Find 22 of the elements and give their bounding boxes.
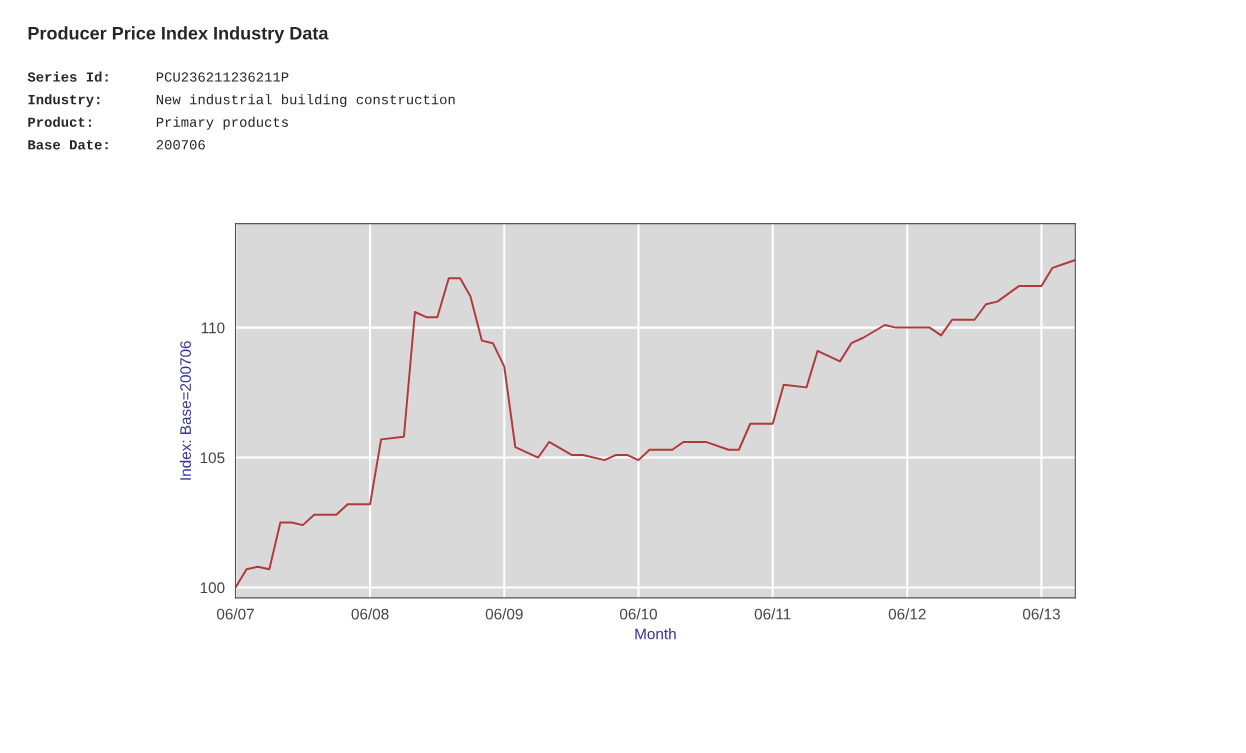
x-tick-label: 06/09	[485, 608, 523, 620]
y-tick-label: 105	[200, 452, 225, 464]
x-axis-title: Month	[635, 628, 676, 640]
text: Industry:	[28, 94, 100, 108]
text: Base Date:	[28, 140, 108, 150]
x-tick-label: 06/13	[1022, 608, 1060, 620]
text: Series Id:	[27, 71, 108, 82]
chart-title: Producer Price Index Industry Data	[28, 26, 329, 44]
y-axis-title: Index: Base=200706	[179, 341, 192, 480]
text: Primary products	[156, 116, 288, 130]
x-tick-label: 06/11	[754, 608, 791, 620]
x-tick-label: 06/07	[216, 608, 254, 620]
x-tick-label: 06/08	[351, 608, 389, 620]
text: New industrial building construction	[156, 94, 455, 108]
text: PCU236211236211P	[156, 72, 289, 82]
text: Product:	[28, 116, 91, 127]
text: 200706	[156, 140, 205, 150]
line-series	[235, 259, 1076, 589]
x-tick-label: 06/10	[619, 608, 657, 620]
x-tick-label: 06/12	[888, 608, 926, 620]
y-tick-label: 110	[201, 322, 225, 334]
y-tick-label: 100	[200, 582, 225, 594]
